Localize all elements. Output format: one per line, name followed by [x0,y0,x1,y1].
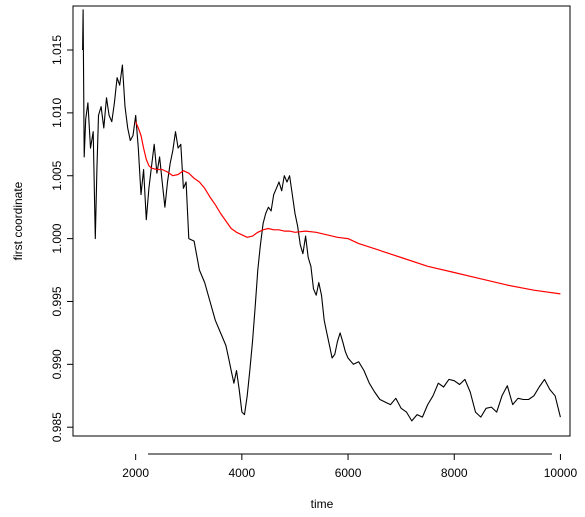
y-tick-label: 1.015 [50,35,64,65]
x-tick-label: 10000 [544,466,578,480]
y-tick-label: 1.000 [50,223,64,253]
y-tick-label: 0.990 [50,349,64,379]
y-axis-title: first coordinate [11,181,25,260]
x-tick-label: 8000 [441,466,468,480]
y-tick-label: 1.010 [50,98,64,128]
x-tick-label: 6000 [335,466,362,480]
x-ticks: 2000 4000 6000 8000 10000 [122,454,577,480]
series-line-black [82,9,561,422]
y-tick-label: 0.995 [50,286,64,316]
x-axis: 2000 4000 6000 8000 10000 [122,453,577,480]
x-axis-title: time [311,497,334,511]
x-tick-label: 4000 [229,466,256,480]
x-tick-label: 2000 [122,466,149,480]
series-line-red [135,121,561,295]
y-axis: 0.985 0.990 0.995 1.000 1.005 1.010 1.015 [50,22,74,442]
y-tick-label: 1.005 [50,160,64,190]
y-tick-label: 0.985 [50,412,64,442]
plot-area-frame [72,5,571,437]
y-ticks: 0.985 0.990 0.995 1.000 1.005 1.010 1.015 [50,35,73,442]
series-layer [82,9,561,422]
